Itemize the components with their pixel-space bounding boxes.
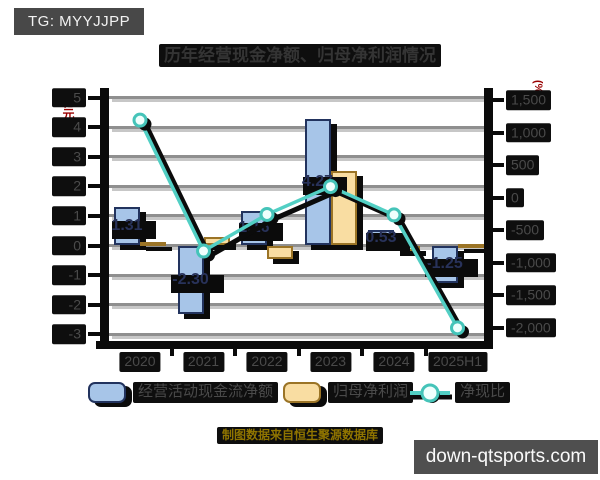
right-axis-tick xyxy=(492,195,504,200)
right-tick-label: 500 xyxy=(506,155,540,175)
x-axis-label: 2024 xyxy=(373,352,415,372)
netprofit-bar xyxy=(140,242,166,247)
x-axis-tick xyxy=(169,349,174,356)
left-axis-tick xyxy=(88,184,101,189)
ratio-marker-shadow xyxy=(202,248,215,262)
left-axis-tick xyxy=(88,332,101,337)
left-axis-tick xyxy=(88,95,101,100)
gridline xyxy=(109,332,484,336)
left-axis-tick xyxy=(88,273,101,278)
bar-value-label: -2.30 xyxy=(172,270,209,288)
x-axis-label: 2023 xyxy=(309,352,352,372)
gridline xyxy=(109,125,484,129)
left-axis-tick xyxy=(88,302,101,307)
tg-badge: TG: MYYJJPP xyxy=(14,8,145,35)
left-axis-tick xyxy=(88,243,101,248)
chart-title: 历年经营现金净额、归母净利润情况 xyxy=(159,44,441,68)
right-tick-label: -2,000 xyxy=(506,318,556,338)
bottom-axis-line xyxy=(96,341,493,349)
right-axis-tick xyxy=(492,228,504,233)
right-axis-tick xyxy=(492,325,504,330)
bar-value-label: 1.31 xyxy=(111,217,143,235)
gridline xyxy=(109,303,484,307)
right-tick-label: 1,000 xyxy=(506,122,552,143)
netprofit-bar xyxy=(457,243,484,248)
left-tick-label: 3 xyxy=(52,146,86,167)
watermark: down-qtsports.com xyxy=(414,440,598,474)
right-tick-label: -1,000 xyxy=(506,253,556,273)
gridline xyxy=(109,155,484,159)
x-axis-label: 2020 xyxy=(119,352,161,372)
right-axis-tick xyxy=(492,98,504,102)
right-axis-tick xyxy=(492,293,504,298)
left-axis-tick xyxy=(88,125,101,130)
x-axis-label: 2022 xyxy=(246,352,288,372)
right-tick-label: -1,500 xyxy=(506,285,556,306)
source-note: 制图数据来自恒生聚源数据库 xyxy=(216,427,384,444)
left-tick-label: -2 xyxy=(52,294,86,315)
bar-value-label: 0.53 xyxy=(365,228,397,246)
ratio-marker xyxy=(132,112,148,128)
legend-line-marker xyxy=(408,381,453,410)
x-axis-label: 2025H1 xyxy=(427,352,488,372)
left-tick-label: 1 xyxy=(52,206,86,226)
bar-value-label: -1.25 xyxy=(426,255,463,272)
left-tick-label: -1 xyxy=(52,265,86,285)
ratio-marker-shadow xyxy=(138,117,152,131)
left-axis-tick xyxy=(88,213,101,218)
right-tick-label: 1,500 xyxy=(506,90,552,110)
left-tick-label: 2 xyxy=(52,176,86,197)
right-tick-label: 0 xyxy=(506,187,524,208)
x-axis-label: 2021 xyxy=(182,352,225,372)
right-tick-label: -500 xyxy=(506,220,545,240)
legend-ratio-marker-svg xyxy=(410,383,453,403)
right-axis-tick xyxy=(492,260,504,265)
left-axis-tick xyxy=(88,154,101,159)
gridline xyxy=(109,184,484,188)
left-tick-label: 0 xyxy=(52,235,86,256)
legend-label-ratio: 净现比 xyxy=(455,382,511,403)
left-tick-label: -3 xyxy=(52,324,86,345)
left-axis-line xyxy=(100,88,109,349)
gridline xyxy=(109,214,484,218)
bar-value-label: 1.16 xyxy=(238,219,270,237)
x-axis-tick xyxy=(423,349,428,356)
right-axis-line xyxy=(484,88,493,349)
bar-value-label: 4.27 xyxy=(301,173,334,191)
legend: 经营活动现金流净额 归母净利润 净现比 xyxy=(0,381,600,407)
netprofit-bar xyxy=(203,237,230,246)
netprofit-bar xyxy=(267,245,293,259)
x-axis-tick xyxy=(360,349,365,356)
legend-label-cashflow: 经营活动现金流净额 xyxy=(133,382,279,403)
x-axis-tick xyxy=(296,349,301,356)
legend-label-netprofit: 归母净利润 xyxy=(328,382,414,403)
right-axis-tick xyxy=(492,163,504,168)
gridline xyxy=(109,96,484,99)
right-axis-tick xyxy=(492,130,504,135)
legend-swatch-cashflow xyxy=(88,382,126,403)
legend-swatch-netprofit xyxy=(283,382,321,403)
left-tick-label: 4 xyxy=(52,117,86,137)
left-tick-label: 5 xyxy=(52,87,86,108)
x-axis-tick xyxy=(233,349,238,356)
